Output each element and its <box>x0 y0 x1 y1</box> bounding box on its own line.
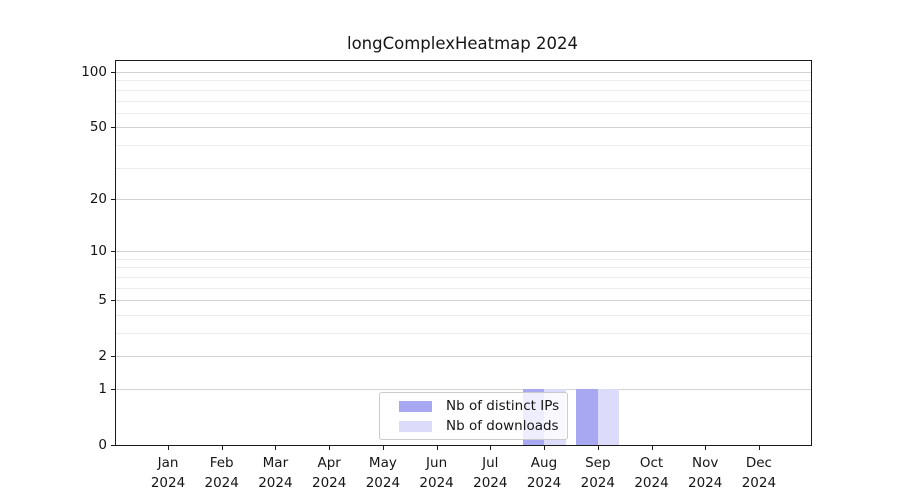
x-tick-year: 2024 <box>258 475 293 492</box>
x-tick-year: 2024 <box>580 475 615 492</box>
x-tick-mark <box>436 446 438 450</box>
y-tick-label: 5 <box>98 292 107 309</box>
bar-downloads <box>597 389 620 445</box>
y-tick-label: 1 <box>98 381 107 397</box>
x-tick-label: Nov 2024 <box>688 453 722 494</box>
x-tick-year: 2024 <box>365 475 401 492</box>
x-tick-month: Jan <box>157 455 179 471</box>
x-tick-mark <box>382 446 384 450</box>
y-tick-mark <box>111 72 115 73</box>
y-tick-mark <box>111 300 115 302</box>
x-tick-month: Jun <box>426 455 448 471</box>
x-tick-label: Apr 2024 <box>312 453 346 494</box>
gridline-minor <box>116 267 811 269</box>
x-tick-mark <box>490 446 492 450</box>
plot-area: 100 50 20 10 5 2 1 0 Jan 2024 Feb 2024 Mar 2024 Apr 202… <box>81 60 812 491</box>
x-tick-year: 2024 <box>150 475 186 492</box>
x-tick-year: 2024 <box>312 475 347 492</box>
x-tick-label: Jul 2024 <box>473 453 507 494</box>
y-tick-mark <box>111 445 115 446</box>
x-tick-year: 2024 <box>473 475 508 492</box>
y-tick-mark <box>111 127 115 129</box>
x-tick-mark <box>651 446 653 450</box>
x-tick-year: 2024 <box>688 475 723 492</box>
x-tick-month: Nov <box>692 455 719 471</box>
gridline-major <box>116 198 811 200</box>
x-tick-mark <box>275 446 277 450</box>
x-tick-year: 2024 <box>741 475 777 492</box>
x-tick-year: 2024 <box>204 475 239 492</box>
x-tick-month: May <box>368 455 397 471</box>
chart-title: longComplexHeatmap 2024 <box>346 34 579 53</box>
legend-label: Nb of downloads <box>446 418 559 434</box>
x-tick-month: Aug <box>530 455 558 471</box>
legend-swatch <box>399 400 432 412</box>
y-tick-label: 20 <box>89 190 107 207</box>
gridline-major <box>116 127 811 129</box>
x-tick-label: Mar 2024 <box>258 453 292 494</box>
x-tick-year: 2024 <box>634 475 669 492</box>
x-tick-mark <box>221 446 223 450</box>
x-tick-mark <box>597 446 599 450</box>
gridline-major <box>116 72 811 73</box>
legend: Nb of distinct IPs Nb of downloads <box>379 392 569 440</box>
gridline-major <box>116 356 811 358</box>
gridline-minor <box>116 89 811 91</box>
x-tick-mark <box>758 446 760 450</box>
y-tick-label: 2 <box>98 348 107 365</box>
gridline-major <box>116 389 811 390</box>
x-tick-month: Dec <box>745 455 772 471</box>
gridline-minor <box>116 167 811 169</box>
x-tick-month: Mar <box>262 455 289 471</box>
x-tick-month: Sep <box>585 455 611 471</box>
x-tick-label: Aug 2024 <box>527 453 561 494</box>
gridline-minor <box>116 100 811 102</box>
x-tick-label: Feb 2024 <box>205 453 239 494</box>
x-tick-label: Jan 2024 <box>151 453 185 494</box>
x-tick-month: Oct <box>639 455 664 471</box>
x-tick-label: Sep 2024 <box>581 453 615 494</box>
bar-distinct-ips <box>576 389 598 445</box>
legend-item: Nb of distinct IPs <box>390 398 559 414</box>
y-tick-mark <box>111 251 115 253</box>
x-tick-mark <box>168 446 169 450</box>
gridline-major <box>116 300 811 302</box>
x-tick-mark <box>705 446 707 450</box>
gridlines-layer <box>116 61 811 445</box>
x-tick-year: 2024 <box>419 475 454 492</box>
x-tick-mark <box>329 446 331 450</box>
x-tick-month: Apr <box>317 455 341 471</box>
legend-swatch <box>399 420 432 432</box>
gridline-major <box>116 251 811 253</box>
gridline-minor <box>116 314 811 316</box>
axis-ticks-layer: 100 50 20 10 5 2 1 0 Jan 2024 Feb 2024 Mar 2024 Apr 202… <box>81 61 811 491</box>
gridline-minor <box>116 144 811 146</box>
gridline-minor <box>116 112 811 114</box>
y-tick-label: 50 <box>89 119 107 136</box>
gridline-minor <box>116 80 811 82</box>
x-tick-month: Jul <box>482 455 499 471</box>
y-tick-label: 100 <box>81 64 107 80</box>
gridline-minor <box>116 258 811 260</box>
x-tick-month: Feb <box>209 455 234 471</box>
gridline-minor <box>116 287 811 289</box>
y-tick-mark <box>111 356 115 358</box>
legend-item: Nb of downloads <box>390 418 559 434</box>
legend-label: Nb of distinct IPs <box>446 398 560 414</box>
y-tick-mark <box>111 198 115 200</box>
x-tick-label: May 2024 <box>366 453 400 494</box>
y-tick-label: 10 <box>89 243 107 260</box>
gridline-minor <box>116 333 811 334</box>
y-tick-label: 0 <box>98 437 107 453</box>
x-tick-year: 2024 <box>526 475 562 492</box>
x-tick-label: Dec 2024 <box>742 453 776 494</box>
x-tick-label: Jun 2024 <box>419 453 453 494</box>
x-tick-label: Oct 2024 <box>634 453 668 494</box>
x-tick-mark <box>544 446 545 450</box>
gridline-minor <box>116 276 811 278</box>
y-tick-mark <box>111 389 115 390</box>
